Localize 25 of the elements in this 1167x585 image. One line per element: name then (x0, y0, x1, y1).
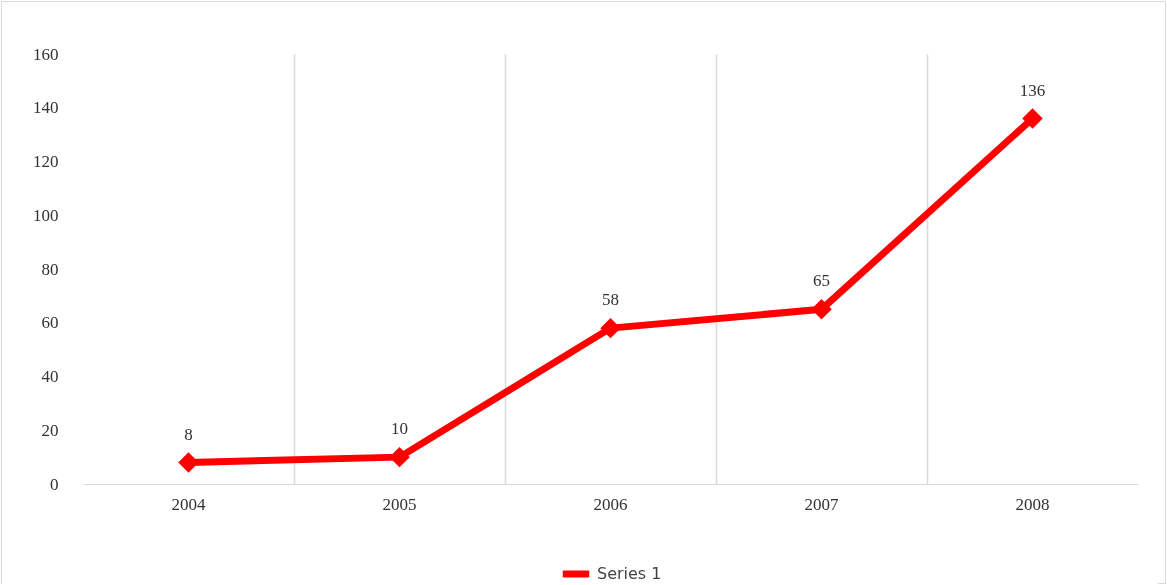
x-tick-label: 2005 (382, 494, 417, 514)
legend-label: Series 1 (597, 564, 662, 583)
y-tick-label: 40 (41, 367, 59, 386)
data-label: 65 (813, 271, 830, 291)
y-tick-label: 0 (50, 474, 59, 494)
y-tick-label: 80 (41, 259, 59, 279)
point (178, 452, 199, 473)
data-label: 136 (1019, 80, 1046, 100)
x-tick-label: 2004 (171, 494, 206, 514)
x-tick-label: 2006 (593, 494, 628, 514)
y-tick-label: 120 (33, 152, 59, 171)
x-tick-label: 2007 (804, 494, 839, 514)
x-tick-label: 2008 (1015, 494, 1050, 514)
point (389, 446, 410, 468)
y-tick-label: 60 (41, 313, 59, 333)
point (811, 299, 832, 320)
y-tick-label: 160 (33, 44, 59, 64)
point (1022, 108, 1043, 129)
y-tick-label: 140 (33, 98, 59, 118)
y-tick-label: 100 (33, 205, 59, 225)
data-label: 58 (602, 290, 619, 310)
data-label: 10 (391, 419, 408, 439)
data-label: 8 (184, 424, 193, 444)
y-tick-label: 20 (41, 420, 59, 440)
point (600, 317, 621, 339)
